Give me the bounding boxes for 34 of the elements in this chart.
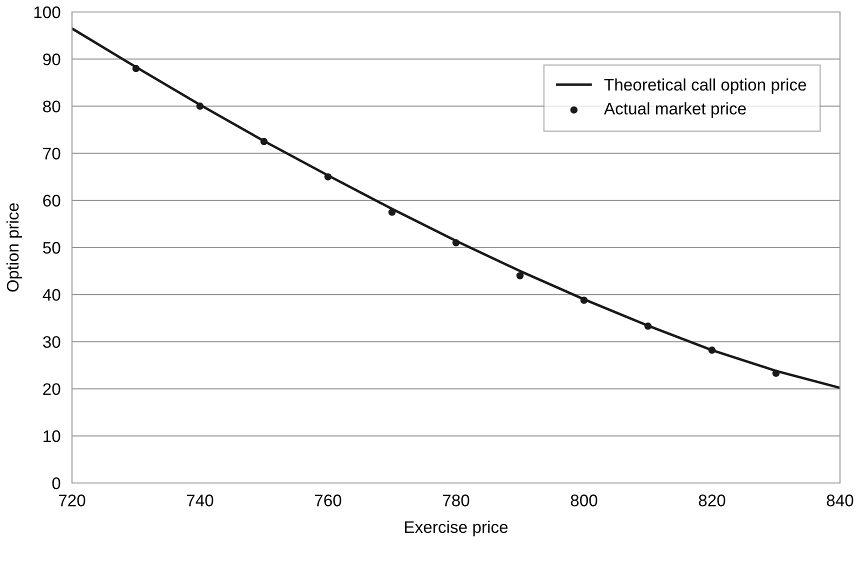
point [580,296,588,304]
point [132,64,140,72]
point [644,322,652,330]
y-tick-label: 40 [42,289,60,301]
point [260,138,268,146]
point [452,239,460,246]
x-tick-label: 760 [314,494,342,506]
point [772,370,780,377]
x-tick-label: 720 [58,494,86,506]
x-axis-title: Exercise price [405,520,508,536]
y-tick-label: 30 [42,336,60,348]
y-tick-label: 80 [43,100,60,112]
legend-label: Actual market price [604,102,746,118]
y-tick-label: 50 [43,242,60,254]
x-tick-label: 740 [186,494,214,506]
x-tick-label: 840 [826,494,854,506]
point [196,102,204,110]
point [324,173,332,180]
point [388,208,396,216]
legend-label: Theoretical call option price [604,78,806,94]
y-tick-label: 60 [43,194,60,207]
y-axis-title: Option price [6,203,22,292]
line-series [72,27,840,390]
y-tick-label: 10 [44,430,60,442]
x-tick-label: 780 [442,494,470,506]
y-tick-label: 20 [43,383,60,396]
point [516,272,524,280]
y-tick-label: 70 [43,148,60,160]
y-tick-label: 100 [34,6,60,18]
point [708,346,716,354]
y-tick-label: 90 [43,54,60,66]
y-tick-label: 0 [52,477,60,490]
x-tick-label: 820 [698,494,726,506]
x-tick-label: 800 [570,494,598,506]
